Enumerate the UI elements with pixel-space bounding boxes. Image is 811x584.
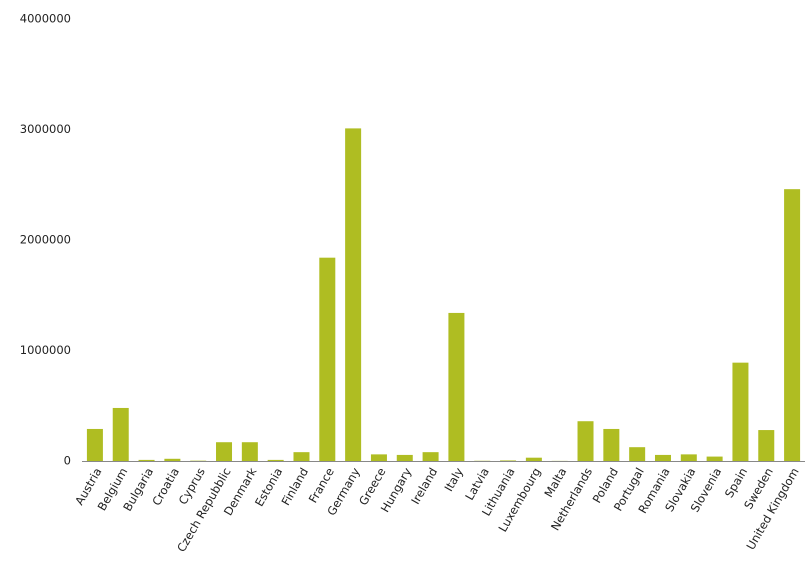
bar	[758, 430, 775, 461]
bar	[706, 456, 723, 461]
bar	[422, 452, 439, 461]
y-tick-label: 3000000	[20, 122, 71, 136]
y-tick-label: 2000000	[20, 233, 71, 247]
y-tick-label: 0	[64, 454, 71, 468]
bar	[138, 459, 155, 461]
bar	[603, 428, 620, 461]
bar	[396, 454, 413, 461]
bar	[525, 457, 542, 461]
bar	[112, 407, 129, 461]
bar	[629, 447, 646, 461]
y-tick-label: 4000000	[20, 12, 71, 26]
bar	[784, 189, 801, 462]
bar	[267, 459, 284, 461]
y-tick-label: 1000000	[20, 343, 71, 357]
x-tick-label: Italy	[441, 465, 466, 494]
bar	[216, 442, 233, 461]
bar	[370, 454, 387, 461]
bar	[654, 454, 671, 461]
bar	[732, 362, 749, 461]
bar	[680, 454, 697, 461]
bar	[164, 458, 181, 461]
bar	[500, 460, 517, 461]
bar	[345, 128, 362, 461]
bar	[241, 442, 258, 461]
bar	[293, 452, 310, 461]
bar	[577, 421, 594, 461]
bar	[319, 257, 336, 461]
bar	[86, 428, 103, 461]
bar	[448, 312, 465, 461]
